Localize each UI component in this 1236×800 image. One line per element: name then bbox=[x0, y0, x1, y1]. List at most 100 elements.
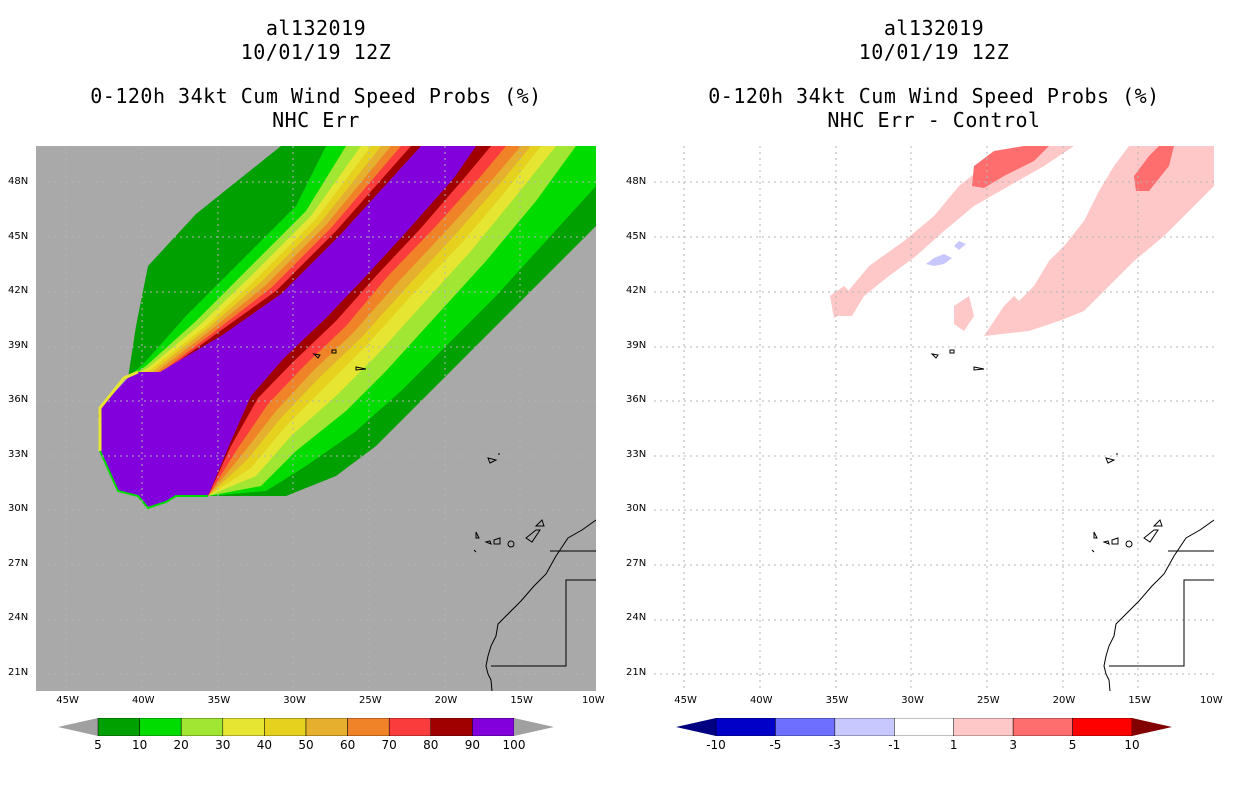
right-colorbar-segment bbox=[894, 717, 954, 737]
left-colorbar-segment bbox=[97, 717, 140, 737]
diff-negative-1-3-b bbox=[954, 241, 966, 250]
diff-negative-1-3 bbox=[926, 254, 952, 266]
left-colorbar-label: 20 bbox=[173, 738, 189, 752]
left-colorbar-label: 50 bbox=[298, 738, 314, 752]
left-datetime: 10/01/19 12Z bbox=[240, 40, 392, 64]
right-lat-tick-label: 21N bbox=[626, 666, 647, 678]
left-colorbar-segment bbox=[180, 717, 224, 737]
left-lat-tick-label: 30N bbox=[8, 503, 29, 515]
right-lon-tick-label: 20W bbox=[1052, 695, 1076, 706]
left-colorbar-label: 90 bbox=[464, 738, 481, 752]
right-lat-tick-label: 45N bbox=[626, 230, 647, 242]
left-lat-tick-label: 27N bbox=[8, 557, 29, 569]
left-colorbar bbox=[58, 717, 554, 740]
left-colorbar-segment bbox=[388, 717, 432, 737]
left-probability-map bbox=[36, 146, 596, 691]
left-lat-tick-label: 36N bbox=[8, 394, 29, 406]
diff-positive-3-5-b bbox=[1134, 146, 1174, 191]
right-product-title: 0-120h 34kt Cum Wind Speed Probs (%) bbox=[708, 84, 1160, 108]
right-colorbar-label: -5 bbox=[769, 738, 782, 752]
left-colorbar-label: 5 bbox=[94, 738, 102, 752]
right-colorbar-segment bbox=[953, 717, 1014, 737]
left-lon-tick-label: 25W bbox=[358, 695, 382, 706]
diff-positive-1-3-east bbox=[984, 146, 1214, 336]
right-difference-map bbox=[654, 146, 1214, 691]
right-panel-title: al132019 10/01/19 12Z 0-120h 34kt Cum Wi… bbox=[654, 16, 1214, 132]
right-colorbar-label: -3 bbox=[828, 738, 841, 752]
core-edge-highlight bbox=[98, 370, 139, 451]
right-lon-tick-label: 10W bbox=[1200, 695, 1223, 706]
right-lon-tick-label: 15W bbox=[1128, 695, 1151, 706]
left-colorbar-segment bbox=[264, 717, 307, 737]
right-lat-tick-label: 33N bbox=[626, 448, 647, 460]
left-lat-tick-label: 48N bbox=[8, 176, 29, 188]
left-colorbar-label: 10 bbox=[131, 738, 148, 752]
left-colorbar-label: 30 bbox=[215, 738, 231, 752]
left-lat-tick-label: 33N bbox=[8, 448, 29, 460]
left-lon-tick-label: 45W bbox=[56, 695, 79, 706]
left-colorbar-label: 40 bbox=[256, 738, 273, 752]
left-colorbar-segment bbox=[222, 717, 265, 737]
left-lat-tick-label: 42N bbox=[8, 285, 29, 297]
canary-islands bbox=[1091, 519, 1163, 553]
left-lon-tick-label: 30W bbox=[283, 695, 306, 706]
left-storm-id: al132019 bbox=[265, 16, 367, 40]
right-lat-tick-label: 30N bbox=[626, 503, 647, 515]
right-colorbar-under-triangle bbox=[676, 718, 716, 736]
left-lat-tick-label: 21N bbox=[8, 666, 29, 678]
right-colorbar-label: 3 bbox=[1009, 738, 1017, 752]
western-sahara-border bbox=[491, 550, 596, 667]
right-colorbar-label: 10 bbox=[1124, 738, 1140, 752]
right-colorbar-segment bbox=[834, 717, 895, 737]
madeira-island bbox=[1105, 453, 1118, 464]
right-lon-tick-label: 30W bbox=[901, 695, 924, 706]
left-coastline bbox=[312, 349, 596, 691]
left-colorbar-label: 70 bbox=[381, 738, 397, 752]
left-colorbar-label: 60 bbox=[339, 738, 356, 752]
left-lon-tick-label: 40W bbox=[131, 695, 155, 706]
left-colorbar-segment bbox=[347, 717, 390, 737]
right-colorbar-label: 5 bbox=[1068, 738, 1077, 752]
left-colorbar-segment bbox=[430, 717, 473, 737]
left-lon-tick-label: 20W bbox=[434, 695, 458, 706]
right-lon-tick-label: 35W bbox=[825, 695, 849, 706]
right-lon-tick-label: 25W bbox=[976, 695, 1000, 706]
africa-coast bbox=[485, 519, 596, 691]
right-lat-tick-label: 24N bbox=[626, 612, 647, 624]
left-subtitle: NHC Err bbox=[272, 108, 360, 132]
right-colorbar-segment bbox=[1012, 717, 1073, 737]
madeira-island bbox=[487, 453, 500, 464]
right-colorbar-segment bbox=[715, 717, 776, 737]
right-colorbar-label: -10 bbox=[706, 738, 726, 752]
left-lat-tick-label: 45N bbox=[8, 230, 29, 242]
left-gridlines bbox=[36, 146, 596, 691]
diff-positive-1-3-mid bbox=[954, 296, 974, 331]
right-subtitle: NHC Err - Control bbox=[827, 108, 1041, 132]
western-sahara-border bbox=[1109, 550, 1214, 667]
left-lon-tick-label: 10W bbox=[582, 695, 605, 706]
canary-islands bbox=[473, 519, 545, 553]
right-colorbar-label: 1 bbox=[949, 738, 958, 752]
diff-positive-1-3-west bbox=[834, 146, 1074, 316]
diff-positive-3-5-a bbox=[972, 146, 1049, 188]
right-gridlines bbox=[654, 146, 1214, 691]
right-colorbar bbox=[676, 717, 1172, 740]
left-colorbar-svg bbox=[58, 717, 554, 737]
left-panel-title: al132019 10/01/19 12Z 0-120h 34kt Cum Wi… bbox=[36, 16, 596, 132]
right-coastline bbox=[930, 349, 1214, 691]
right-map-svg bbox=[654, 146, 1214, 691]
right-datetime: 10/01/19 12Z bbox=[858, 40, 1010, 64]
right-lat-tick-label: 42N bbox=[626, 285, 647, 297]
diff-white-holes bbox=[1009, 251, 1049, 301]
left-lat-tick-label: 39N bbox=[8, 339, 29, 351]
right-lat-tick-label: 48N bbox=[626, 176, 647, 188]
right-lat-tick-label: 39N bbox=[626, 339, 647, 351]
right-colorbar-svg bbox=[676, 717, 1172, 737]
azores-islands bbox=[930, 349, 985, 371]
azores-islands bbox=[312, 349, 367, 371]
right-colorbar-segment bbox=[775, 717, 836, 737]
right-colorbar-segment bbox=[1072, 717, 1133, 737]
left-lat-tick-label: 24N bbox=[8, 612, 29, 624]
left-lon-tick-label: 15W bbox=[510, 695, 533, 706]
right-lon-tick-label: 40W bbox=[749, 695, 773, 706]
